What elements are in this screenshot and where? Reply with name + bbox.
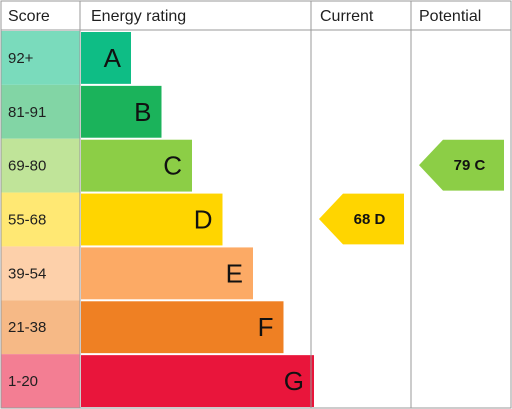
score-cell-b xyxy=(1,84,80,139)
header-score: Score xyxy=(8,8,50,25)
rating-letter-b: B xyxy=(134,97,151,127)
rating-letter-g: G xyxy=(284,366,304,396)
rating-letter-a: A xyxy=(104,43,122,73)
rating-letter-c: C xyxy=(163,151,182,181)
header-energy-rating: Energy rating xyxy=(91,8,186,25)
header-current: Current xyxy=(320,8,374,25)
rating-letter-e: E xyxy=(226,258,243,288)
score-cell-d xyxy=(1,192,80,247)
potential-rating-label: 79 C xyxy=(454,157,486,174)
potential-rating-arrow xyxy=(419,139,504,191)
score-label-b: 81-91 xyxy=(8,104,46,121)
score-cell-f xyxy=(1,300,80,355)
score-cell-e xyxy=(1,246,80,301)
score-label-c: 69-80 xyxy=(8,158,46,175)
score-label-f: 21-38 xyxy=(8,319,46,336)
rating-bar-a xyxy=(81,32,131,84)
rating-letter-f: F xyxy=(258,312,274,342)
current-rating-label: 68 D xyxy=(354,211,386,228)
score-cell-c xyxy=(1,138,80,193)
rating-letter-d: D xyxy=(194,205,213,235)
rating-bar-f xyxy=(81,301,284,354)
rating-bar-b xyxy=(81,85,162,138)
header-potential: Potential xyxy=(419,8,481,25)
score-label-e: 39-54 xyxy=(8,265,46,282)
rating-bar-e xyxy=(81,247,253,300)
score-label-g: 1-20 xyxy=(8,373,38,390)
rating-bar-g xyxy=(81,355,314,407)
current-rating-arrow xyxy=(319,193,404,245)
rating-bar-d xyxy=(81,193,223,246)
rating-bar-c xyxy=(81,139,192,192)
score-cells: 92+ 81-91 69-80 55-68 39-54 21-38 1-20 xyxy=(1,31,80,408)
rating-indicators: 68 D 79 C xyxy=(319,139,504,245)
score-label-a: 92+ xyxy=(8,50,34,67)
score-label-d: 55-68 xyxy=(8,212,46,229)
score-cell-a xyxy=(1,31,80,85)
score-cell-g xyxy=(1,354,80,408)
